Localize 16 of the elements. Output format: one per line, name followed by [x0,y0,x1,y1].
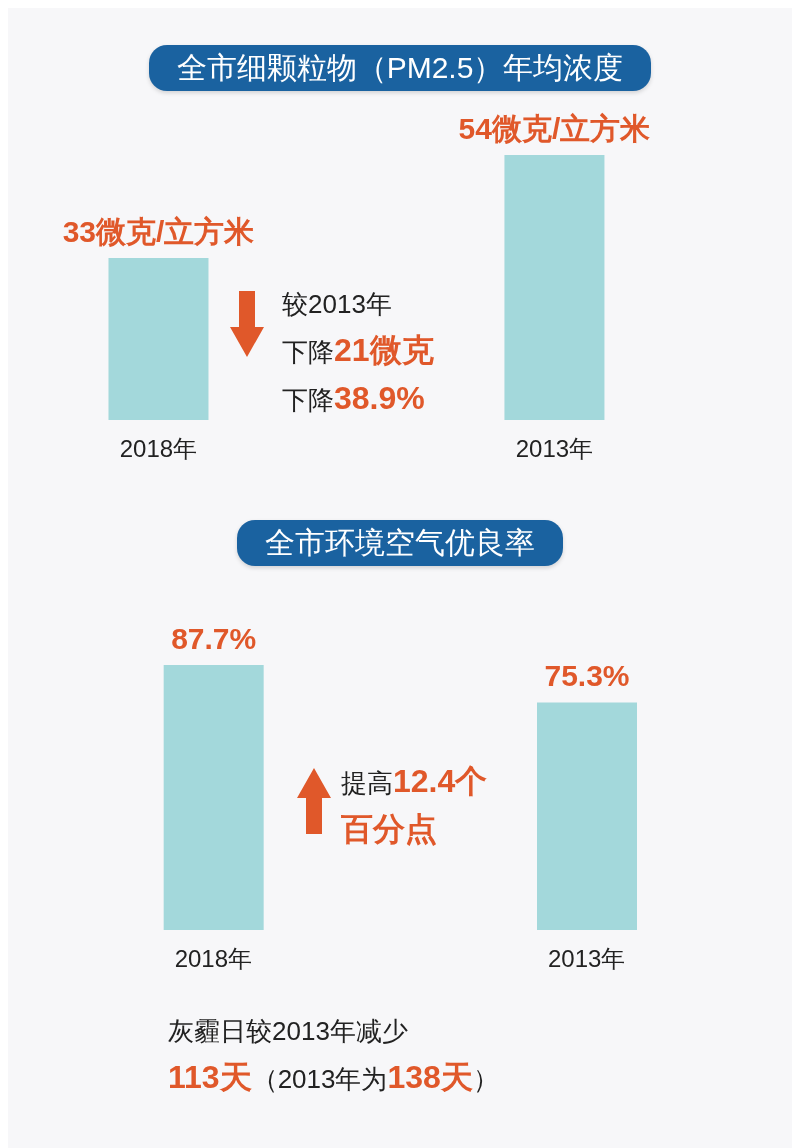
annotation: 提高12.4个百分点 [341,763,488,847]
data-label: 54微克/立方米 [458,112,651,145]
x-tick-label: 2018年 [174,945,253,973]
x-tick-label: 2013年 [547,945,626,973]
chart-title: 全市环境空气优良率 [237,520,563,566]
x-tick-label: 2013年 [515,435,594,463]
text: 灰霾日较2013年减少 [168,1016,408,1046]
x-tick-label: 2018年 [119,435,198,463]
data-label: 33微克/立方米 [62,215,255,249]
text: 113天（2013年为138天） [168,1059,499,1095]
data-label: 87.7% [171,622,257,655]
data-label: 75.3% [544,659,630,693]
annotation: 下降38.9% [282,380,425,416]
annotation: 下降21微克 [282,332,434,368]
annotation: 较2013年 [282,289,392,319]
chart-title: 全市细颗粒物（PM2.5）年均浓度 [148,45,652,91]
